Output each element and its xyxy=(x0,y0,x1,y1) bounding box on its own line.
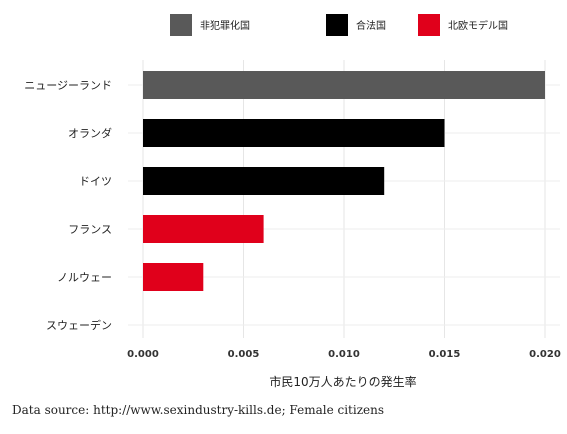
x-tick-label: 0.000 xyxy=(127,349,159,360)
bar xyxy=(143,215,264,243)
legend-swatch xyxy=(170,14,192,36)
legend-label: 合法国 xyxy=(356,19,386,32)
bar xyxy=(143,119,445,147)
category-label: ドイツ xyxy=(79,175,112,188)
bars xyxy=(143,71,545,291)
category-label: ニュージーランド xyxy=(24,79,112,92)
legend-swatch xyxy=(418,14,440,36)
x-tick-label: 0.010 xyxy=(328,349,360,360)
x-axis-title: 市民10万人あたりの発生率 xyxy=(269,374,416,389)
gridlines xyxy=(128,60,560,338)
category-label: スウェーデン xyxy=(46,318,112,332)
x-tick-label: 0.020 xyxy=(529,349,561,360)
legend-label: 非犯罪化国 xyxy=(200,19,250,32)
category-label: ノルウェー xyxy=(57,271,112,284)
bar xyxy=(143,263,204,291)
category-label: フランス xyxy=(68,223,112,236)
x-tick-labels: 0.000 0.005 0.010 0.015 0.020 xyxy=(127,349,561,360)
source-note: Data source: http://www.sexindustry-kill… xyxy=(12,403,385,417)
category-label: オランダ xyxy=(68,126,112,140)
bar xyxy=(143,167,385,195)
x-tick-label: 0.005 xyxy=(228,349,260,360)
legend-swatch xyxy=(326,14,348,36)
bar xyxy=(143,71,545,99)
legend-label: 北欧モデル国 xyxy=(448,19,508,32)
x-tick-label: 0.015 xyxy=(429,349,461,360)
legend: 非犯罪化国 合法国 北欧モデル国 xyxy=(170,14,508,36)
